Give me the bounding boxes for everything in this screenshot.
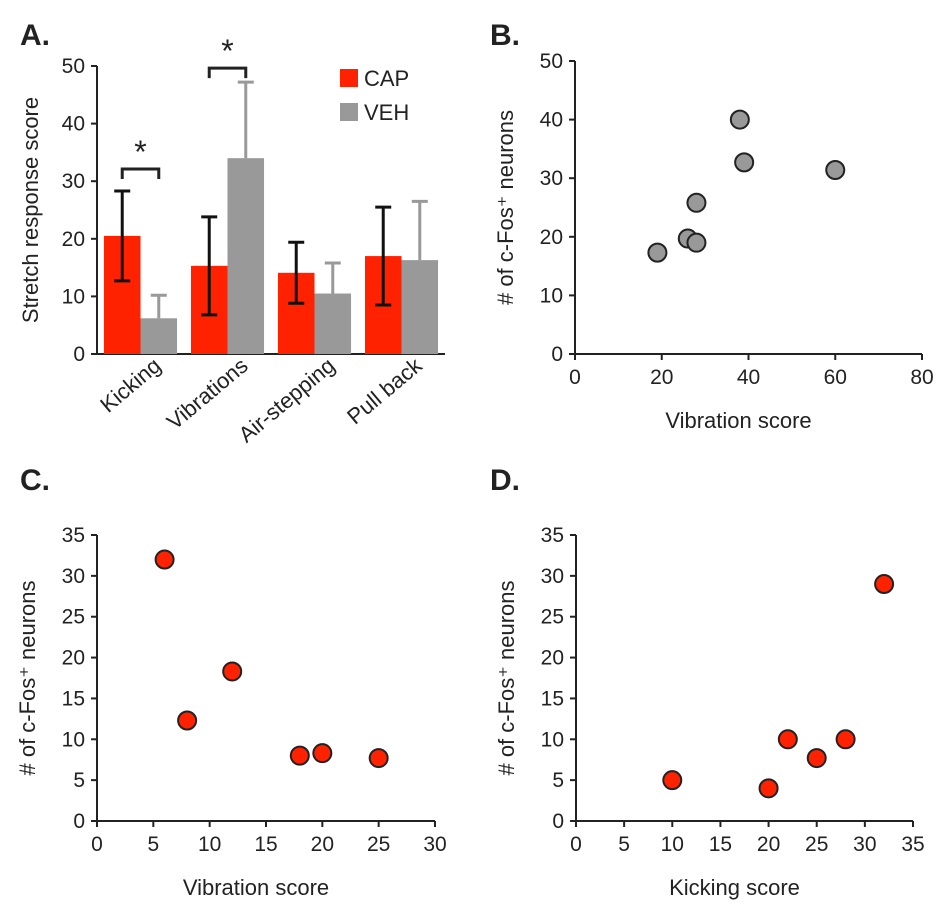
y-tick-label: 35 xyxy=(62,524,85,547)
x-tick-label: 60 xyxy=(824,366,847,389)
panel-d: D. 0 5 10 15 20 25 30 35 # of c-Fos⁺ neurons 0 5 10 1… xyxy=(490,464,925,900)
panel-label: D. xyxy=(490,464,520,497)
data-point xyxy=(154,549,175,570)
x-tick-label: 15 xyxy=(254,833,277,856)
x-tick-label: 5 xyxy=(147,833,159,856)
data-point xyxy=(222,661,243,682)
data-point xyxy=(177,710,198,731)
y-tick-label: 35 xyxy=(541,524,564,547)
data-point xyxy=(734,152,755,173)
data-point xyxy=(825,159,846,180)
y-tick-label: 5 xyxy=(552,769,564,792)
y-tick-label: 0 xyxy=(551,343,563,366)
x-tick-label: 15 xyxy=(709,833,732,856)
y-tick-label: 20 xyxy=(541,647,564,670)
data-point xyxy=(777,729,798,750)
y-tick-label: 30 xyxy=(62,170,85,193)
x-tick-label: 20 xyxy=(650,366,673,389)
y-tick-label: 15 xyxy=(541,687,564,710)
bar-veh xyxy=(314,293,352,354)
x-tick-label: 30 xyxy=(423,833,446,856)
data-point xyxy=(758,778,779,799)
panel-label: B. xyxy=(490,19,520,52)
x-tick-label: 10 xyxy=(198,833,221,856)
y-axis-label: # of c-Fos⁺ neurons xyxy=(493,110,518,305)
panel-label: A. xyxy=(20,19,50,52)
panel-c: C. 0 5 10 15 20 25 30 35 # of c-Fos⁺ neurons 0 5 10 1… xyxy=(15,464,447,900)
y-axis-label: # of c-Fos⁺ neurons xyxy=(15,580,40,775)
x-tick-label: 10 xyxy=(661,833,684,856)
data-point xyxy=(686,232,707,253)
significance-bracket xyxy=(207,66,248,79)
x-axis-label: Vibration score xyxy=(183,875,329,900)
data-point xyxy=(662,770,683,791)
category-label: Vibrations xyxy=(162,353,253,435)
x-tick-label: 40 xyxy=(737,366,760,389)
x-axis-label: Kicking score xyxy=(669,875,800,900)
category-label: Pull back xyxy=(342,352,427,429)
x-tick-label: 5 xyxy=(618,833,630,856)
y-tick-label: 30 xyxy=(541,565,564,588)
data-point xyxy=(806,748,827,769)
panel-b: B. 0 10 20 30 40 50 # of c-Fos⁺ neurons 0 20 40 60 8… xyxy=(490,19,934,433)
panel-a: A. 0 10 20 30 40 50 Stretch response score Kicki… xyxy=(18,19,445,447)
category-label: Kicking xyxy=(95,353,165,418)
y-tick-label: 30 xyxy=(540,167,563,190)
y-tick-label: 25 xyxy=(541,606,564,629)
y-axis-label: Stretch response score xyxy=(18,97,43,323)
x-tick-label: 20 xyxy=(757,833,780,856)
y-tick-label: 15 xyxy=(62,687,85,710)
y-tick-label: 50 xyxy=(540,50,563,73)
y-tick-label: 25 xyxy=(62,606,85,629)
x-tick-label: 80 xyxy=(910,366,933,389)
significance-star: * xyxy=(134,134,146,170)
panel-label: C. xyxy=(20,464,50,497)
legend-label: CAP xyxy=(364,66,409,91)
y-tick-label: 30 xyxy=(62,565,85,588)
x-tick-label: 30 xyxy=(853,833,876,856)
y-tick-label: 0 xyxy=(73,810,85,833)
y-tick-label: 10 xyxy=(62,728,85,751)
y-tick-label: 5 xyxy=(73,769,85,792)
data-point xyxy=(289,745,310,766)
y-tick-label: 40 xyxy=(540,109,563,132)
x-tick-label: 0 xyxy=(569,366,581,389)
bar-veh xyxy=(140,318,178,354)
x-tick-label: 20 xyxy=(311,833,334,856)
data-point xyxy=(835,729,856,750)
category-label: Air-stepping xyxy=(234,353,340,448)
significance-star: * xyxy=(221,33,233,69)
x-tick-label: 25 xyxy=(805,833,828,856)
x-tick-label: 0 xyxy=(570,833,582,856)
y-tick-label: 20 xyxy=(540,226,563,249)
x-tick-label: 25 xyxy=(367,833,390,856)
y-tick-label: 20 xyxy=(62,647,85,670)
y-tick-label: 0 xyxy=(73,343,85,366)
x-tick-label: 35 xyxy=(901,833,924,856)
data-point xyxy=(686,192,707,213)
legend-label: VEH xyxy=(364,100,409,125)
y-tick-label: 10 xyxy=(540,284,563,307)
y-tick-label: 20 xyxy=(62,228,85,251)
y-tick-label: 50 xyxy=(62,55,85,78)
significance-bracket xyxy=(120,167,161,179)
data-point xyxy=(647,242,668,263)
legend-swatch xyxy=(340,69,358,87)
y-axis-label: # of c-Fos⁺ neurons xyxy=(494,580,519,775)
y-tick-label: 0 xyxy=(552,810,564,833)
bar-veh xyxy=(401,260,439,354)
data-point xyxy=(368,748,389,769)
data-point xyxy=(874,574,895,595)
y-tick-label: 40 xyxy=(62,113,85,136)
y-tick-label: 10 xyxy=(541,728,564,751)
data-point xyxy=(729,109,750,130)
x-tick-label: 0 xyxy=(91,833,103,856)
y-tick-label: 10 xyxy=(62,285,85,308)
legend-swatch xyxy=(340,103,358,121)
x-axis-label: Vibration score xyxy=(665,408,811,433)
data-point xyxy=(312,743,333,764)
bar-veh xyxy=(227,158,265,354)
